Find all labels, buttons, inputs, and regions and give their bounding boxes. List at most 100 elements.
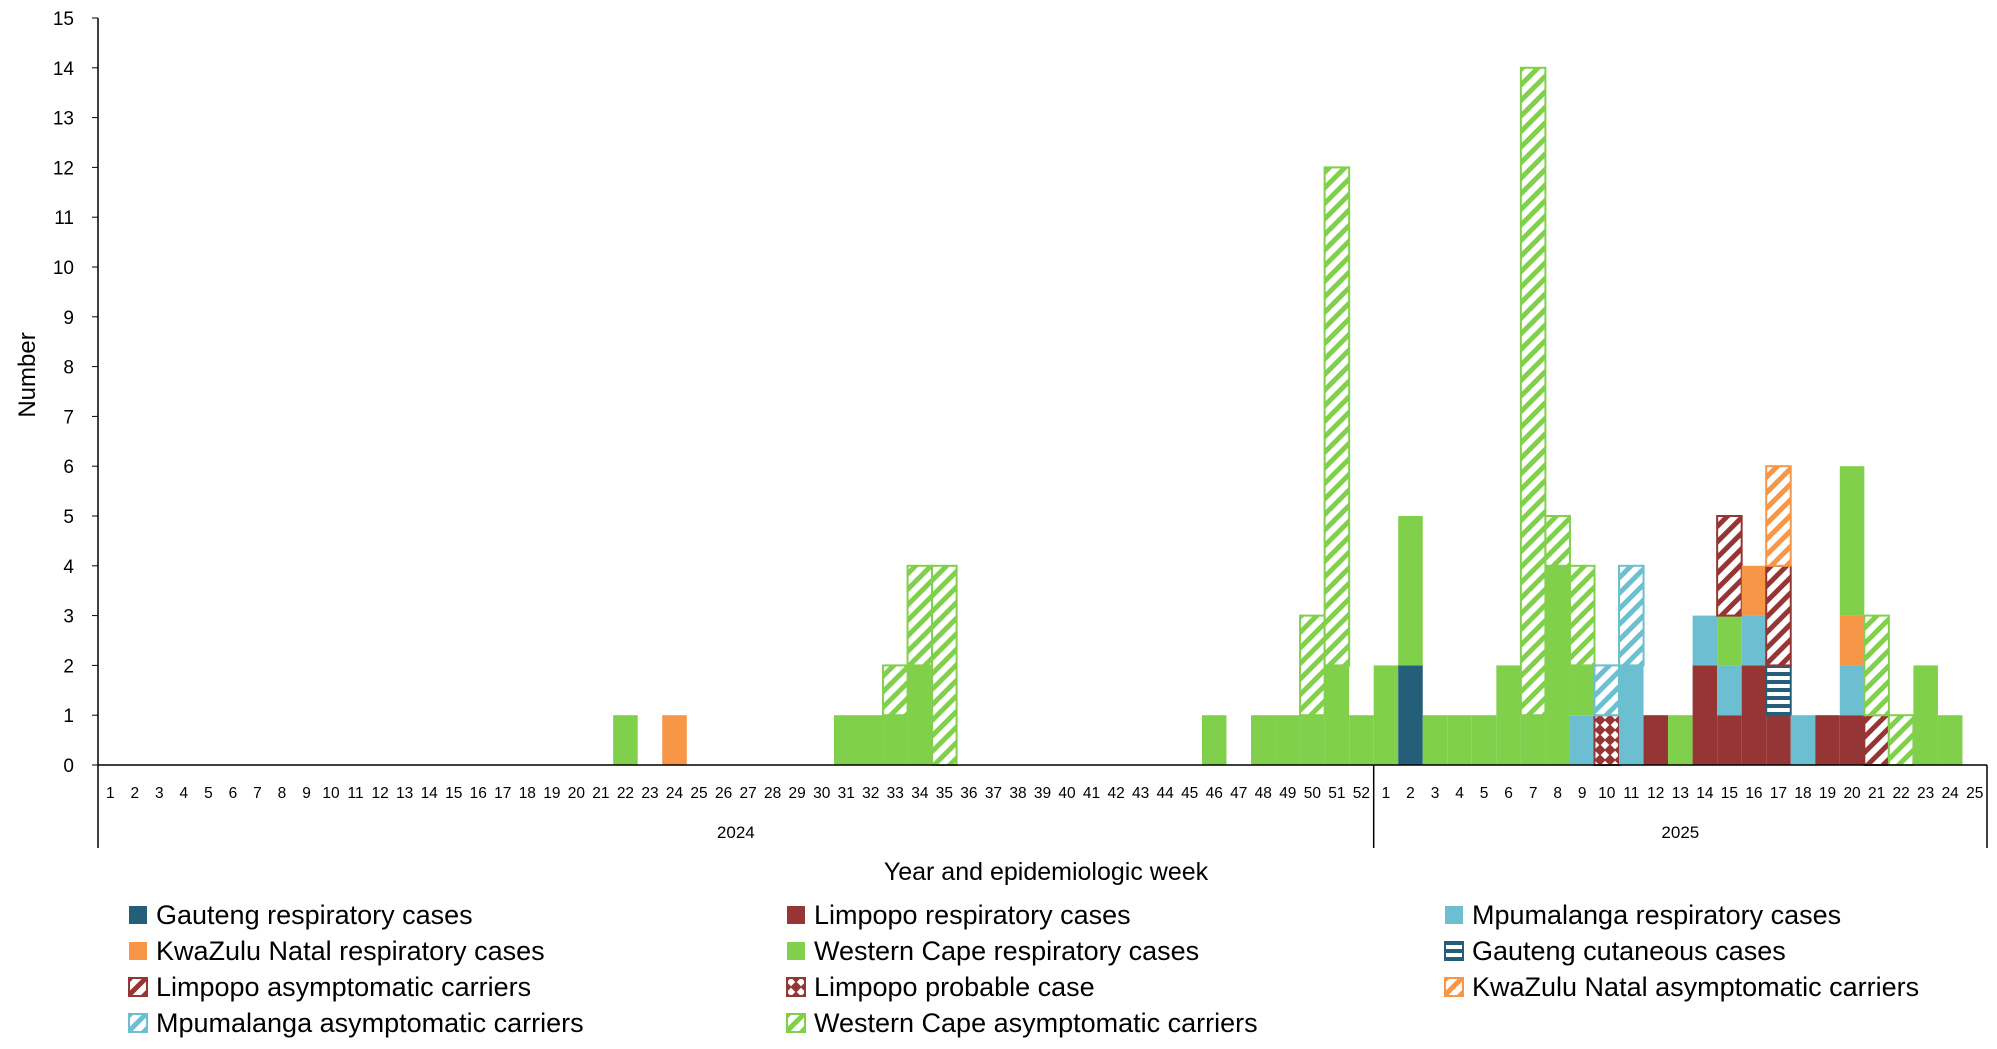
- x-tick-label: 46: [1206, 785, 1223, 802]
- bar-western-cape-asymptomatic-carriers-2025-21: [1863, 614, 1890, 717]
- bar-mpumalanga-asymptomatic-carriers-2025-10: [1593, 664, 1621, 717]
- x-tick-label: 7: [1529, 785, 1538, 802]
- bar-western-cape-respiratory-cases-2025-24: [1937, 715, 1963, 765]
- bar-western-cape-respiratory-cases-2025-2: [1398, 516, 1423, 666]
- legend-label: Limpopo probable case: [814, 972, 1095, 1002]
- x-tick-label: 16: [470, 785, 487, 802]
- bar-western-cape-respiratory-cases-2024-32: [858, 715, 884, 765]
- y-tick-label: 9: [63, 308, 74, 329]
- bar-western-cape-asymptomatic-carriers-2025-7: [1519, 66, 1547, 717]
- y-tick-label: 13: [53, 109, 74, 130]
- x-tick-label: 24: [1942, 785, 1960, 802]
- x-tick-label: 7: [253, 785, 262, 802]
- x-tick-label: 10: [322, 785, 340, 802]
- x-tick-label: 48: [1255, 785, 1272, 802]
- legend-label: KwaZulu Natal asymptomatic carriers: [1472, 972, 1920, 1002]
- x-tick-label: 35: [936, 785, 953, 802]
- bar-limpopo-asymptomatic-carriers-2025-17: [1765, 564, 1792, 667]
- legend-label: Mpumalanga asymptomatic carriers: [156, 1008, 584, 1038]
- x-tick-label: 11: [348, 785, 364, 802]
- x-tick-label: 32: [862, 785, 879, 802]
- x-tick-label: 25: [1966, 785, 1983, 802]
- y-tick-label: 8: [63, 358, 74, 379]
- x-tick-label: 49: [1279, 785, 1296, 802]
- legend-swatch: [786, 1013, 806, 1033]
- x-tick-label: 33: [887, 785, 904, 802]
- x-tick-label: 14: [421, 785, 439, 802]
- bar-limpopo-probable-case-2025-10: [1593, 714, 1621, 767]
- legend-item: Western Cape respiratory cases: [786, 936, 1199, 966]
- bar-western-cape-respiratory-cases-2025-3: [1422, 715, 1448, 765]
- x-tick-label: 44: [1157, 785, 1175, 802]
- bar-mpumalanga-respiratory-cases-2025-20: [1839, 665, 1865, 716]
- legend-swatch: [787, 906, 805, 924]
- y-axis-title: Number: [14, 332, 41, 417]
- legend-item: Limpopo respiratory cases: [786, 900, 1131, 930]
- bar-western-cape-respiratory-cases-2025-7: [1520, 715, 1546, 765]
- bar-western-cape-respiratory-cases-2024-50: [1300, 715, 1325, 765]
- legend-item: KwaZulu Natal asymptomatic carriers: [1444, 972, 1919, 1002]
- bar-western-cape-respiratory-cases-2024-22: [613, 715, 638, 765]
- x-tick-label: 50: [1304, 785, 1322, 802]
- x-tick-label: 40: [1058, 785, 1076, 802]
- x-tick-label: 45: [1181, 785, 1198, 802]
- x-tick-label: 4: [1455, 785, 1464, 802]
- year-group-label: 2024: [717, 823, 755, 842]
- bar-western-cape-respiratory-cases-2024-31: [833, 715, 859, 765]
- x-tick-label: 18: [519, 785, 536, 802]
- bar-western-cape-respiratory-cases-2024-49: [1275, 715, 1301, 765]
- x-tick-label: 8: [1553, 785, 1562, 802]
- x-tick-label: 29: [789, 785, 806, 802]
- x-tick-label: 20: [1843, 785, 1861, 802]
- legend-item: Mpumalanga respiratory cases: [1444, 900, 1841, 930]
- x-tick-label: 31: [838, 785, 855, 802]
- x-tick-label: 37: [985, 785, 1002, 802]
- x-tick-label: 39: [1034, 785, 1051, 802]
- x-tick-label: 23: [1917, 785, 1934, 802]
- bar-kwazulu-natal-respiratory-cases-2025-20: [1839, 615, 1865, 666]
- bar-western-cape-respiratory-cases-2025-9: [1569, 665, 1595, 716]
- legend-item: Limpopo asymptomatic carriers: [128, 972, 531, 1002]
- bar-limpopo-respiratory-cases-2025-14: [1692, 665, 1718, 765]
- legend-swatch: [786, 977, 806, 997]
- bar-western-cape-respiratory-cases-2025-1: [1373, 665, 1399, 765]
- bar-western-cape-asymptomatic-carriers-2025-22: [1887, 714, 1915, 767]
- y-tick-label: 10: [53, 258, 74, 279]
- x-tick-label: 51: [1328, 785, 1345, 802]
- bar-western-cape-asymptomatic-carriers-2024-33: [882, 664, 909, 717]
- y-tick-label: 15: [53, 9, 74, 30]
- bar-kwazulu-natal-asymptomatic-carriers-2025-17: [1765, 465, 1792, 567]
- x-tick-label: 2: [130, 785, 139, 802]
- bar-gauteng-respiratory-cases-2025-2: [1398, 665, 1423, 765]
- bar-western-cape-asymptomatic-carriers-2024-35: [931, 564, 958, 766]
- x-tick-label: 27: [739, 785, 756, 802]
- y-tick-label: 6: [63, 457, 74, 478]
- bar-limpopo-respiratory-cases-2025-15: [1717, 715, 1742, 765]
- x-tick-label: 9: [1578, 785, 1587, 802]
- legend-swatch: [128, 1013, 148, 1033]
- x-tick-label: 15: [445, 785, 462, 802]
- legend-label: Limpopo asymptomatic carriers: [156, 972, 532, 1002]
- bar-limpopo-asymptomatic-carriers-2025-15: [1716, 515, 1743, 617]
- x-tick-label: 30: [813, 785, 831, 802]
- y-tick-label: 5: [63, 507, 74, 528]
- x-tick-label: 25: [690, 785, 707, 802]
- legend-label: Gauteng cutaneous cases: [1472, 936, 1786, 966]
- bar-western-cape-respiratory-cases-2024-46: [1201, 715, 1227, 765]
- bar-western-cape-respiratory-cases-2025-13: [1668, 715, 1693, 765]
- bar-limpopo-respiratory-cases-2025-12: [1643, 715, 1669, 765]
- bar-western-cape-respiratory-cases-2025-5: [1471, 715, 1497, 765]
- x-tick-label: 8: [278, 785, 287, 802]
- bar-western-cape-respiratory-cases-2025-4: [1447, 715, 1472, 765]
- x-tick-label: 17: [1770, 785, 1787, 802]
- year-group-label: 2025: [1661, 823, 1699, 842]
- x-tick-label: 41: [1083, 785, 1100, 802]
- bar-western-cape-asymptomatic-carriers-2024-34: [906, 564, 934, 667]
- y-tick-label: 2: [63, 656, 74, 677]
- legend-label: KwaZulu Natal respiratory cases: [156, 936, 545, 966]
- bar-western-cape-respiratory-cases-2025-20: [1839, 466, 1865, 616]
- bar-mpumalanga-respiratory-cases-2025-16: [1741, 615, 1767, 666]
- x-tick-label: 22: [617, 785, 634, 802]
- x-axis-title: Year and epidemiologic week: [884, 858, 1209, 886]
- bar-western-cape-respiratory-cases-2025-15: [1717, 615, 1742, 666]
